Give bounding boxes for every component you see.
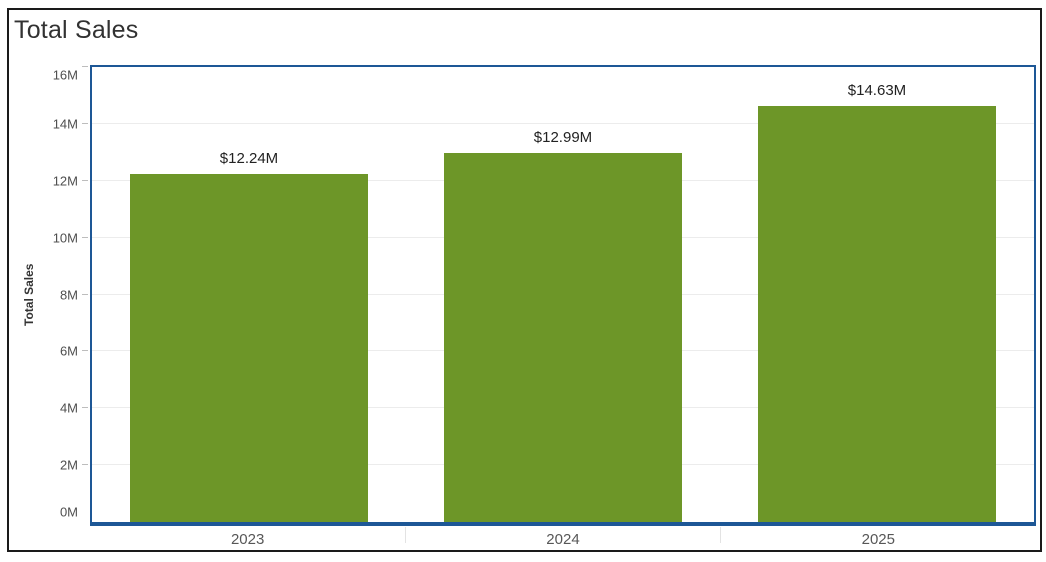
- bar-slot-2024: $12.99M: [406, 67, 720, 522]
- bar-value-label-2023: $12.24M: [219, 149, 279, 167]
- y-tick-mark: [82, 236, 88, 238]
- x-tick-label-2025: 2025: [861, 531, 895, 548]
- bar-value-label-2024: $12.99M: [533, 128, 593, 146]
- y-tick-label: 6M: [59, 343, 78, 359]
- y-tick-label: 14M: [52, 116, 78, 132]
- x-tick-label-2024: 2024: [546, 531, 580, 548]
- y-tick-label: 10M: [52, 230, 78, 246]
- bar-2025[interactable]: [757, 105, 996, 522]
- y-tick-mark: [82, 464, 88, 466]
- y-tick-mark: [82, 122, 88, 124]
- bar-slot-2023: $12.24M: [92, 67, 406, 522]
- bar-2023[interactable]: [129, 173, 368, 522]
- y-tick-label: 8M: [59, 287, 78, 302]
- bar-2024[interactable]: [443, 152, 682, 522]
- y-tick-mark: [82, 179, 88, 181]
- y-tick-mark: [82, 407, 88, 409]
- x-tick-label-2023: 2023: [230, 531, 265, 548]
- y-tick-label: 2M: [59, 457, 78, 473]
- y-tick-mark: [82, 293, 88, 295]
- y-tick-label: 12M: [52, 173, 78, 189]
- bar-value-label-2025: $14.63M: [847, 81, 907, 99]
- y-tick-label: 16M: [52, 67, 78, 83]
- chart-title: Total Sales: [14, 16, 139, 44]
- plot-pane: $12.24M $12.99M $14.63M: [92, 67, 1034, 522]
- pane-divider: [404, 527, 406, 543]
- gridline: [92, 122, 1034, 124]
- pane-divider: [720, 527, 722, 543]
- y-axis: 0M 2M 4M 6M 8M 10M 12M 14M 16M: [36, 66, 88, 522]
- y-tick-mark: [82, 66, 88, 67]
- bar-slot-2025: $14.63M: [720, 67, 1034, 522]
- y-tick-label: 4M: [59, 400, 78, 416]
- x-axis: 2023 2024 2025: [90, 527, 1036, 549]
- y-tick-mark: [82, 350, 88, 352]
- plot-area: $12.24M $12.99M $14.63M: [90, 65, 1036, 526]
- y-tick-label: 0M: [59, 504, 78, 520]
